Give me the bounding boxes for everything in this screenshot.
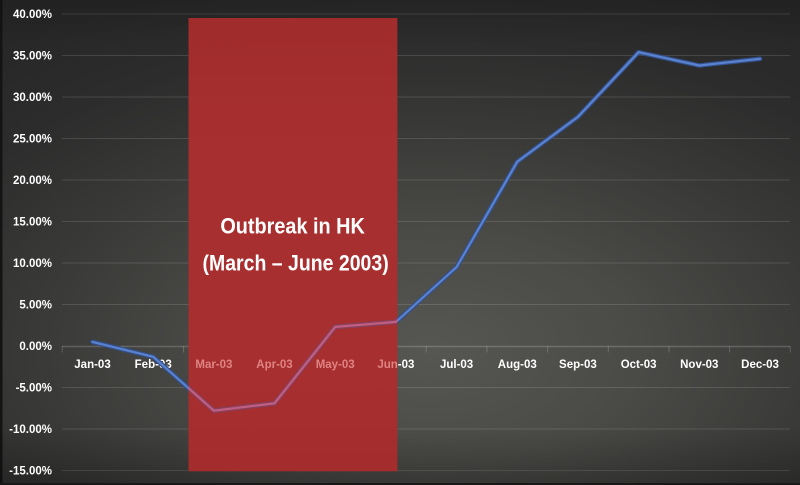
svg-text:15.00%: 15.00%: [13, 217, 52, 229]
svg-text:0.00%: 0.00%: [19, 341, 52, 353]
svg-text:-10.00%: -10.00%: [9, 424, 52, 436]
svg-text:10.00%: 10.00%: [13, 258, 52, 270]
svg-text:25.00%: 25.00%: [13, 134, 52, 146]
svg-text:Jan-03: Jan-03: [74, 359, 110, 371]
svg-text:5.00%: 5.00%: [19, 300, 52, 312]
svg-text:Nov-03: Nov-03: [680, 359, 718, 371]
svg-text:-15.00%: -15.00%: [9, 466, 52, 478]
svg-text:Jun-03: Jun-03: [377, 359, 414, 371]
svg-text:Dec-03: Dec-03: [741, 359, 779, 371]
svg-text:May-03: May-03: [316, 359, 355, 371]
svg-text:30.00%: 30.00%: [13, 92, 52, 104]
svg-text:Oct-03: Oct-03: [621, 359, 657, 371]
svg-text:Jul-03: Jul-03: [440, 359, 473, 371]
svg-text:Sep-03: Sep-03: [559, 359, 597, 371]
svg-text:Outbreak in HK: Outbreak in HK: [220, 214, 365, 239]
svg-text:Mar-03: Mar-03: [195, 359, 232, 371]
svg-text:20.00%: 20.00%: [13, 175, 52, 187]
svg-text:Jun-03: Jun-03: [377, 359, 414, 371]
svg-text:Apr-03: Apr-03: [256, 359, 292, 371]
svg-text:-5.00%: -5.00%: [16, 383, 52, 395]
svg-text:35.00%: 35.00%: [13, 51, 52, 63]
svg-text:(March – June 2003): (March – June 2003): [203, 251, 389, 276]
svg-text:Aug-03: Aug-03: [498, 359, 537, 371]
svg-text:40.00%: 40.00%: [13, 9, 52, 21]
